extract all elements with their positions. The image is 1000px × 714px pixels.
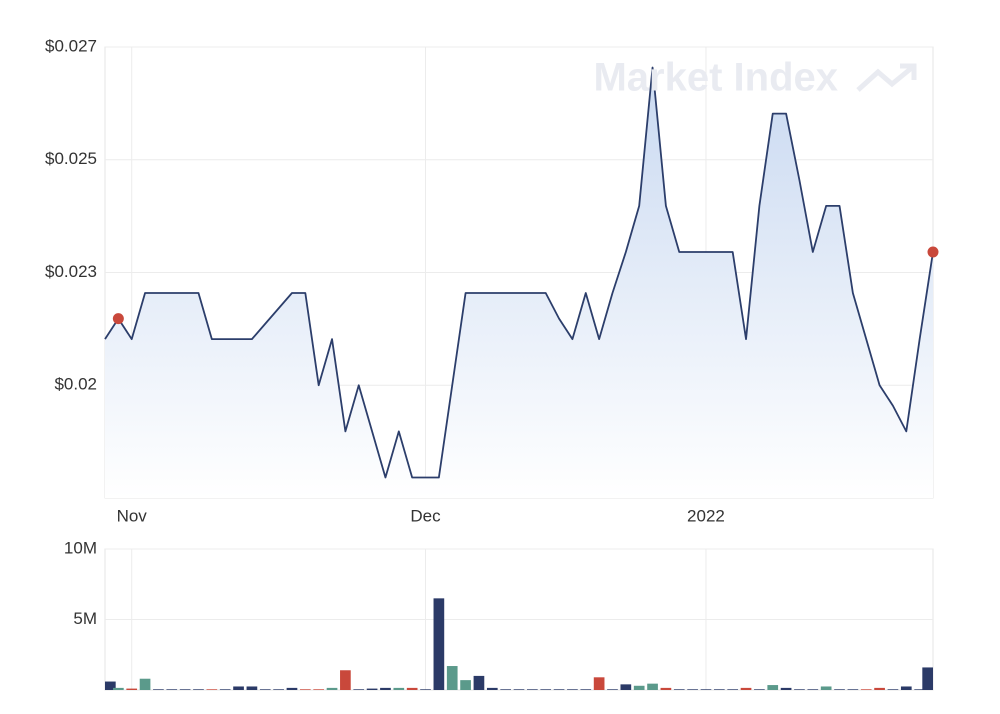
price-line xyxy=(104,66,934,479)
volume-bar xyxy=(246,686,258,690)
y-tick-label: $0.025 xyxy=(45,149,97,168)
volume-bar xyxy=(713,689,725,690)
volume-bar xyxy=(687,689,698,690)
y-tick-label: $0.02 xyxy=(54,375,97,394)
volume-bar xyxy=(820,686,832,690)
volume-bar xyxy=(607,689,618,690)
volume-bar xyxy=(299,689,311,690)
volume-bar xyxy=(527,689,538,690)
volume-bar xyxy=(914,689,925,690)
volume-bar xyxy=(922,667,933,690)
volume-bar xyxy=(446,666,458,690)
volume-bar xyxy=(834,689,845,690)
volume-bar xyxy=(353,689,365,690)
volume-bar xyxy=(193,689,204,690)
volume-bar xyxy=(620,684,632,690)
volume-bar xyxy=(660,687,672,690)
highlight-point xyxy=(927,246,939,258)
volume-bar xyxy=(754,689,765,690)
x-tick-label: Nov xyxy=(117,506,148,525)
x-tick-label: 2022 xyxy=(687,506,725,525)
volume-bar xyxy=(580,689,592,690)
x-tick-label: Dec xyxy=(410,506,441,525)
volume-bar xyxy=(500,689,511,690)
volume-bar xyxy=(313,689,325,690)
volume-bar xyxy=(126,688,138,690)
volume-bar xyxy=(767,685,779,690)
volume-bar xyxy=(206,689,218,690)
volume-bar xyxy=(673,689,685,690)
y-tick-label: $0.027 xyxy=(45,36,97,55)
volume-bar xyxy=(633,685,645,690)
volume-bar xyxy=(179,689,191,690)
price-area xyxy=(105,67,933,498)
volume-bar xyxy=(900,686,912,690)
y-tick-label: 5M xyxy=(73,609,97,628)
volume-bar xyxy=(593,677,605,690)
volume-bar xyxy=(259,689,271,690)
volume-bar xyxy=(874,687,885,690)
volume-bar xyxy=(887,689,899,690)
volume-bar xyxy=(780,687,792,690)
volume-bar xyxy=(540,689,552,690)
volume-bar xyxy=(326,687,338,690)
volume-bar xyxy=(847,689,859,690)
volume-bar xyxy=(166,689,178,690)
volume-bar xyxy=(105,681,116,690)
volume-bar xyxy=(219,689,231,690)
watermark-icon xyxy=(856,63,917,92)
volume-bar xyxy=(273,689,284,690)
volume-bar xyxy=(433,598,445,690)
y-tick-label: $0.023 xyxy=(45,262,97,281)
volume-bar xyxy=(486,687,498,690)
volume-bar xyxy=(139,678,151,690)
volume-bar xyxy=(473,675,485,690)
volume-bar xyxy=(700,689,712,690)
volume-bar xyxy=(393,687,405,690)
volume-bar xyxy=(113,687,124,690)
volume-bar xyxy=(647,683,658,690)
volume-bar xyxy=(794,689,805,690)
volume-bar xyxy=(740,687,752,690)
volume-bar xyxy=(233,686,244,690)
volume-bar xyxy=(567,689,578,690)
volume-bar xyxy=(406,687,418,690)
volume-bar xyxy=(380,687,391,690)
volume-bar xyxy=(420,689,431,690)
watermark: Market Index xyxy=(593,56,838,100)
volume-bar xyxy=(286,687,298,690)
volume-bar xyxy=(153,689,164,690)
volume-bar xyxy=(553,689,565,690)
volume-bar xyxy=(340,670,351,690)
highlight-point xyxy=(112,313,124,325)
volume-bar xyxy=(727,689,739,690)
y-tick-label: 10M xyxy=(64,538,97,557)
volume-bar xyxy=(513,689,525,690)
volume-bar xyxy=(807,689,819,690)
volume-bar xyxy=(860,689,872,690)
volume-bar xyxy=(366,688,378,690)
volume-bar xyxy=(460,680,471,690)
